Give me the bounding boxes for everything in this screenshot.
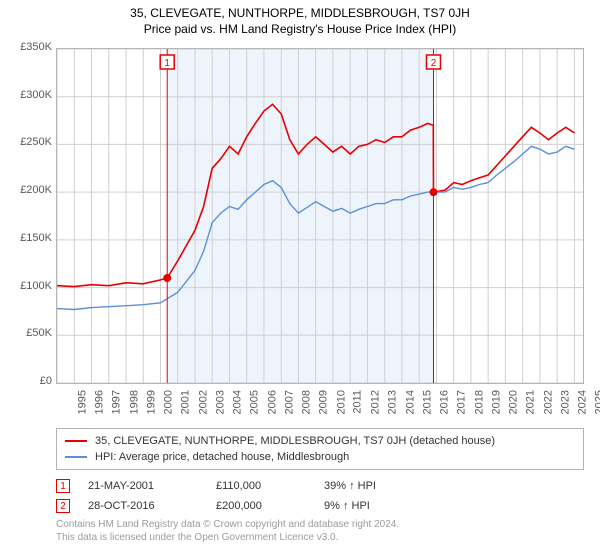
y-tick-label: £250K [12,136,52,148]
x-tick-label: 2001 [180,390,192,414]
chart-area: 12 £0£50K£100K£150K£200K£250K£300K£350K … [10,44,590,422]
x-tick-label: 2014 [404,390,416,414]
legend-row: 35, CLEVEGATE, NUNTHORPE, MIDDLESBROUGH,… [65,433,575,449]
x-tick-label: 2011 [352,390,364,414]
x-tick-label: 2015 [421,390,433,414]
legend-label: 35, CLEVEGATE, NUNTHORPE, MIDDLESBROUGH,… [95,435,495,447]
x-tick-label: 2010 [335,390,347,414]
legend-box: 35, CLEVEGATE, NUNTHORPE, MIDDLESBROUGH,… [56,428,584,470]
x-tick-label: 1996 [94,390,106,414]
table-row: 2 28-OCT-2016 £200,000 9% ↑ HPI [56,496,584,516]
legend-swatch-hpi [65,456,87,459]
sale-date: 21-MAY-2001 [88,480,198,492]
legend-label: HPI: Average price, detached house, Midd… [95,451,349,463]
plot-area: 12 [56,48,584,384]
x-tick-label: 2006 [266,390,278,414]
y-tick-label: £350K [12,41,52,53]
plot-svg: 12 [57,49,583,383]
legend-row: HPI: Average price, detached house, Midd… [65,449,575,465]
x-tick-label: 2013 [387,390,399,414]
x-tick-label: 2025 [594,390,600,414]
sale-price: £110,000 [216,480,306,492]
sales-table: 1 21-MAY-2001 £110,000 39% ↑ HPI 2 28-OC… [56,476,584,516]
x-tick-label: 2009 [318,390,330,414]
x-tick-label: 2024 [577,390,589,414]
x-tick-label: 1999 [145,390,157,414]
sale-marker-box: 2 [56,499,70,513]
x-tick-label: 2022 [542,390,554,414]
x-tick-label: 2004 [232,390,244,414]
svg-text:1: 1 [164,58,170,69]
chart-container: 35, CLEVEGATE, NUNTHORPE, MIDDLESBROUGH,… [0,0,600,560]
x-tick-label: 2019 [490,390,502,414]
x-tick-label: 2002 [197,390,209,414]
footer-line: Contains HM Land Registry data © Crown c… [56,518,590,531]
x-tick-label: 2017 [456,390,468,414]
x-tick-label: 2005 [249,390,261,414]
sale-price: £200,000 [216,500,306,512]
y-tick-label: £0 [12,375,52,387]
footer-attribution: Contains HM Land Registry data © Crown c… [56,518,590,544]
y-tick-label: £150K [12,232,52,244]
x-tick-label: 2021 [525,390,537,414]
x-tick-label: 2007 [283,390,295,414]
x-tick-label: 2012 [370,390,382,414]
table-row: 1 21-MAY-2001 £110,000 39% ↑ HPI [56,476,584,496]
x-tick-label: 1998 [128,390,140,414]
sale-delta: 9% ↑ HPI [324,500,370,512]
y-tick-label: £300K [12,89,52,101]
legend-swatch-price [65,440,87,443]
footer-line: This data is licensed under the Open Gov… [56,531,590,544]
y-tick-label: £50K [12,327,52,339]
x-tick-label: 2003 [214,390,226,414]
x-tick-label: 2020 [508,390,520,414]
title-line-2: Price paid vs. HM Land Registry's House … [10,22,590,36]
sale-marker-box: 1 [56,479,70,493]
x-tick-label: 2018 [473,390,485,414]
sale-date: 28-OCT-2016 [88,500,198,512]
x-tick-label: 2000 [163,390,175,414]
x-tick-label: 2016 [439,390,451,414]
x-tick-label: 1997 [111,390,123,414]
y-tick-label: £100K [12,280,52,292]
x-tick-label: 1995 [76,390,88,414]
x-tick-label: 2008 [301,390,313,414]
x-tick-label: 2023 [559,390,571,414]
title-line-1: 35, CLEVEGATE, NUNTHORPE, MIDDLESBROUGH,… [10,6,590,20]
sale-delta: 39% ↑ HPI [324,480,376,492]
svg-text:2: 2 [431,58,437,69]
y-tick-label: £200K [12,184,52,196]
